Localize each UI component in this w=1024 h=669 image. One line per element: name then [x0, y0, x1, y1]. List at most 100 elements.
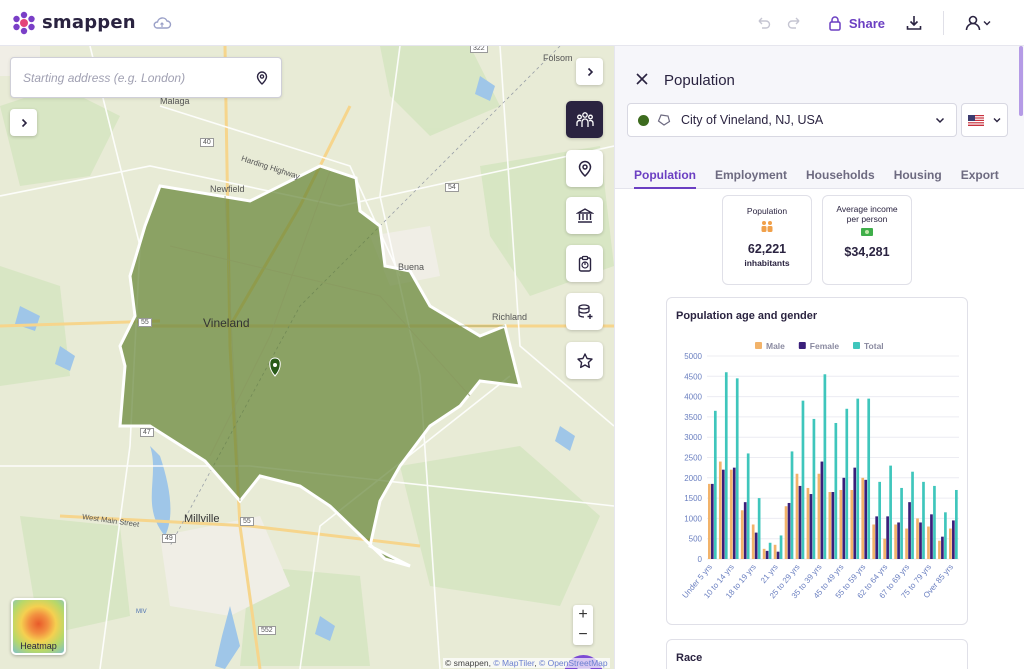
chevron-down-icon [993, 118, 1000, 123]
route-shield-322: 322 [470, 46, 488, 53]
y-tick-label: 500 [689, 535, 703, 544]
bar-total [933, 485, 936, 559]
bar-total [724, 372, 728, 559]
expand-sidebar-button[interactable] [10, 109, 37, 136]
y-tick-label: 5000 [684, 352, 702, 361]
bar-total [823, 374, 827, 559]
address-search[interactable] [10, 57, 282, 98]
report-icon [578, 255, 591, 272]
bar-male [817, 473, 821, 559]
y-tick-label: 0 [698, 555, 703, 564]
institution-tool-button[interactable] [566, 197, 603, 234]
country-select[interactable] [961, 103, 1008, 137]
route-shield-55b: 55 [240, 517, 254, 526]
population-tool-button[interactable] [566, 101, 603, 138]
bar-male [806, 487, 810, 559]
download-button[interactable] [899, 8, 929, 38]
database-add-icon [577, 303, 592, 319]
bar-total [867, 398, 871, 559]
panel-body: Population 62,221 inhabitants Average in… [615, 189, 1024, 669]
tab-housing[interactable]: Housing [893, 168, 942, 182]
panel-tabs: Population Employment Households Housing… [615, 161, 1024, 189]
location-pin-icon[interactable] [255, 70, 269, 85]
bar-female [853, 467, 857, 559]
bar-female [798, 485, 802, 559]
area-select[interactable]: City of Vineland, NJ, USA [627, 103, 957, 137]
collapse-panel-button[interactable] [576, 58, 603, 85]
map-label-vineland: Vineland [203, 316, 250, 330]
header-divider [943, 11, 944, 35]
close-icon[interactable] [633, 70, 651, 88]
bar-total [790, 451, 794, 559]
route-shield-47: 47 [140, 428, 154, 437]
income-stat-value: $34,281 [844, 245, 890, 259]
y-tick-label: 4500 [684, 372, 702, 381]
money-icon [861, 228, 873, 236]
bar-male [916, 518, 919, 559]
attribution-maptiler-link[interactable]: © MapTiler [493, 658, 535, 668]
y-tick-label: 2000 [684, 474, 702, 483]
chevron-down-icon [983, 21, 991, 26]
bar-female [809, 494, 813, 559]
bar-female [897, 522, 900, 559]
bar-female [842, 477, 846, 559]
bar-male [850, 489, 854, 559]
zoom-in-button[interactable]: + [578, 606, 588, 623]
y-tick-label: 2500 [684, 454, 702, 463]
chevron-right-icon [587, 67, 593, 76]
bar-male [872, 524, 876, 559]
bar-male [894, 524, 897, 559]
user-icon [965, 15, 981, 31]
polygon-icon [657, 114, 671, 126]
legend-swatch-male [755, 342, 762, 349]
population-stat-value: 62,221 [747, 242, 787, 256]
tab-households[interactable]: Households [806, 168, 875, 182]
legend-label-male: Male [766, 341, 785, 351]
population-stat-card: Population 62,221 inhabitants [722, 195, 812, 285]
zoom-control: + − [573, 605, 593, 645]
x-tick-label: 21 yrs [759, 563, 780, 585]
map-label-newfield: Newfield [210, 184, 245, 194]
address-search-input[interactable] [23, 70, 255, 85]
panel-scrollbar[interactable] [1019, 46, 1023, 116]
bar-male [729, 469, 733, 559]
bar-female [875, 516, 879, 559]
tab-employment[interactable]: Employment [715, 168, 788, 182]
bar-total [845, 408, 849, 559]
favorites-tool-button[interactable] [566, 342, 603, 379]
bar-female [908, 502, 911, 559]
undo-button[interactable] [749, 8, 779, 38]
y-tick-label: 3000 [684, 433, 702, 442]
heatmap-toggle[interactable]: Heatmap [11, 598, 66, 655]
share-button[interactable]: Share [827, 15, 885, 31]
redo-icon [787, 17, 800, 29]
territory-polygon [118, 164, 522, 568]
population-age-gender-card: Population age and gender Male Female Tota… [666, 297, 968, 625]
account-menu-button[interactable] [958, 8, 998, 38]
bar-total [735, 378, 739, 559]
legend-swatch-total [853, 342, 860, 349]
map-view[interactable]: Folsom 322 Malaga 40 Harding Highway New… [0, 46, 614, 669]
bar-male [927, 526, 930, 559]
route-shield-55a: 55 [138, 318, 152, 327]
tab-population[interactable]: Population [634, 161, 696, 189]
redo-button[interactable] [779, 8, 809, 38]
location-tool-button[interactable] [566, 150, 603, 187]
database-add-tool-button[interactable] [566, 293, 603, 330]
route-shield-54: 54 [445, 183, 459, 192]
route-shield-40: 40 [200, 138, 214, 147]
attribution-osm-link[interactable]: © OpenStreetMap [538, 658, 608, 668]
report-tool-button[interactable] [566, 245, 603, 282]
bar-female [952, 520, 955, 559]
logo-icon [13, 11, 35, 34]
bar-female [732, 467, 736, 559]
logo[interactable]: smappen [12, 11, 136, 35]
people-icon [761, 221, 773, 232]
app-name: smappen [42, 12, 136, 33]
bar-total [955, 489, 958, 559]
bar-male [839, 489, 843, 559]
bar-male [905, 528, 908, 559]
zoom-out-button[interactable]: − [578, 626, 588, 643]
tab-export[interactable]: Export [960, 168, 999, 182]
bar-female [787, 502, 791, 559]
